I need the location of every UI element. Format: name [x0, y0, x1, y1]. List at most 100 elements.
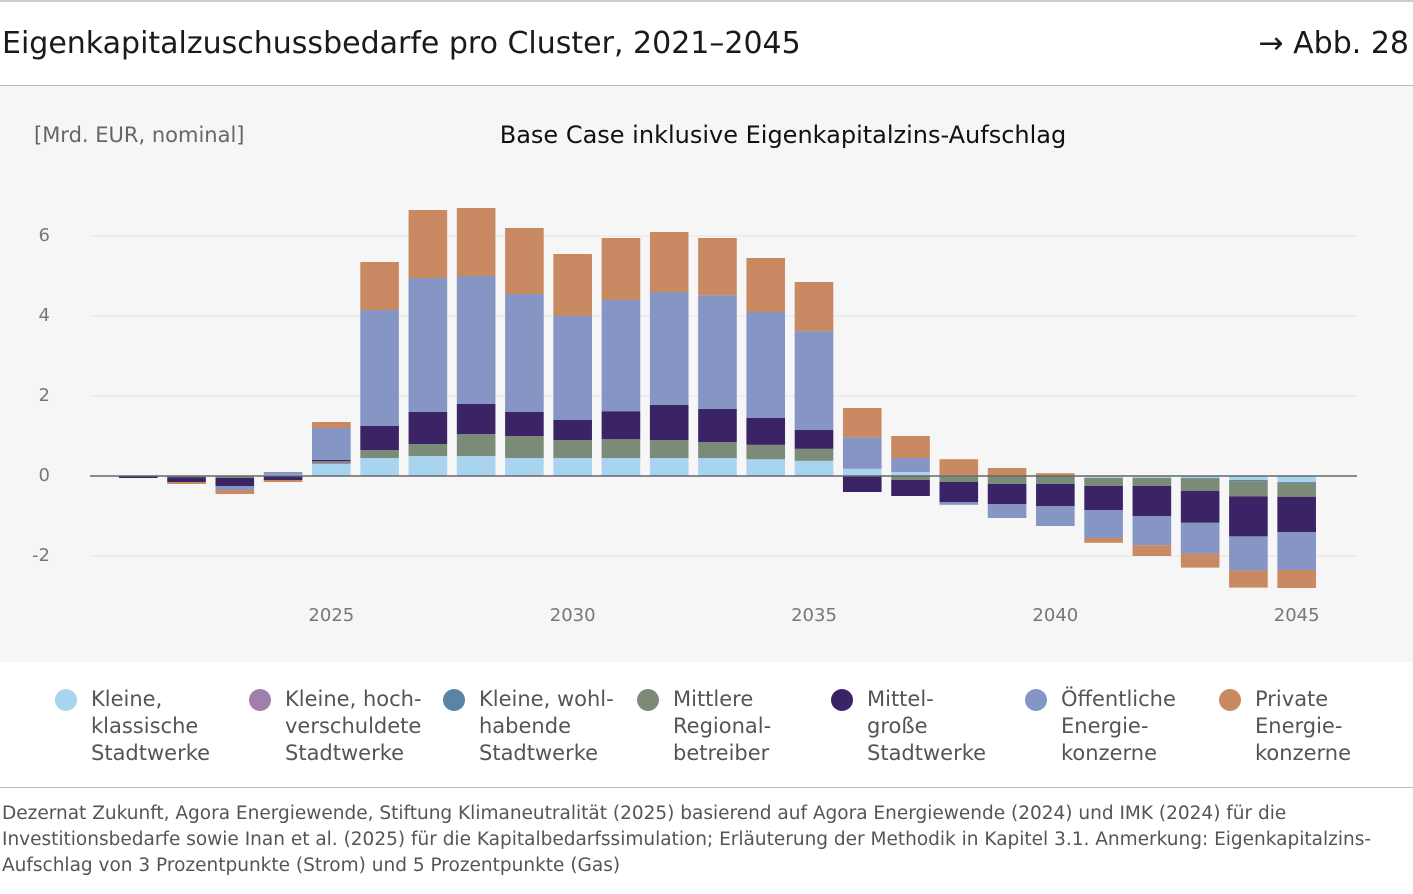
bar-segment [456, 404, 496, 434]
bar-segment [939, 482, 979, 502]
bar-segment [408, 278, 448, 412]
legend-item: Kleine, klassische Stadtwerke [55, 686, 210, 767]
legend-label: Mittlere Regional- betreiber [673, 687, 772, 765]
x-tick-label: 2040 [1032, 605, 1078, 626]
x-tick-label: 2035 [791, 605, 837, 626]
bar-segment [456, 276, 496, 404]
legend-marker [831, 689, 853, 711]
bar-segment [215, 476, 255, 478]
bar-segment [794, 282, 834, 332]
bar-segment [1229, 481, 1268, 497]
bar-segment [1277, 496, 1316, 532]
legend: Kleine, klassische Stadtwerke Kleine, hoc… [0, 662, 1413, 788]
bar-segment [312, 460, 351, 462]
bar-segment [263, 476, 303, 480]
bar-segment [263, 480, 303, 482]
bar-segment [505, 436, 544, 458]
bar-segment [360, 458, 399, 476]
bar-segment [456, 208, 496, 276]
bar-segment [891, 476, 930, 480]
y-tick-label: 0 [39, 465, 50, 486]
bar-segment [1084, 478, 1123, 486]
legend-label: Mittel- große Stadtwerke [867, 687, 987, 765]
bar-segment [360, 426, 399, 450]
bar-segment [1229, 496, 1268, 537]
bar-segment [553, 254, 592, 316]
bar-segment [1229, 480, 1268, 482]
bar-segment [1132, 545, 1172, 556]
bar-segment [601, 458, 641, 476]
bar-segment [649, 458, 689, 476]
bar-segment [842, 468, 882, 476]
bar-segment [1084, 510, 1123, 538]
bar-segment [408, 412, 448, 444]
bar-segment [1277, 476, 1316, 482]
bar-segment [167, 477, 206, 482]
bar-segment [698, 442, 737, 458]
y-tick-label: 4 [39, 305, 50, 326]
bar-segment [1132, 476, 1172, 478]
bar-segment [408, 456, 448, 476]
bar-segment [698, 238, 737, 296]
bar-segment [360, 262, 399, 310]
bar-segment [746, 444, 786, 460]
bar-segment [987, 476, 1027, 484]
bar-segment [1180, 478, 1220, 479]
bar-segment [456, 456, 496, 476]
bar-segment [794, 331, 834, 430]
bar-segment [553, 420, 592, 440]
bar-segment [167, 482, 206, 484]
bar-segment [263, 472, 303, 475]
y-tick-label: -2 [32, 545, 50, 566]
axes: -2 0 2 4 6 2025 2030 2035 2040 2045 [32, 225, 1357, 626]
legend-label: Kleine, hoch- verschuldete Stadtwerke [285, 687, 422, 765]
legend-marker [249, 689, 271, 711]
bar-segment [746, 312, 786, 418]
bar-segment [1132, 486, 1172, 516]
legend-label: Kleine, klassische Stadtwerke [91, 687, 211, 765]
legend-marker [443, 689, 465, 711]
legend-label: Private Energie- konzerne [1255, 687, 1352, 765]
bar-segment [312, 422, 351, 428]
bar-segment [1084, 538, 1123, 543]
bar-segment [698, 295, 737, 409]
y-tick-label: 2 [39, 385, 50, 406]
bar-segment [939, 459, 979, 476]
bar-segment [891, 472, 930, 476]
x-tick-label: 2025 [308, 605, 354, 626]
bar-segment [1229, 536, 1268, 571]
bars [118, 208, 1316, 588]
legend-marker [1025, 689, 1047, 711]
bar-segment [553, 458, 592, 476]
bar-segment [842, 437, 882, 469]
bar-segment [118, 476, 158, 478]
bar-segment [1277, 532, 1316, 570]
chart-title: Eigenkapitalzuschussbedarfe pro Cluster,… [2, 26, 801, 61]
bar-segment [649, 292, 689, 405]
bar-segment [1277, 482, 1316, 497]
bar-segment [312, 428, 351, 460]
bar-segment [1180, 490, 1220, 523]
x-tick-label: 2030 [550, 605, 596, 626]
bar-segment [794, 460, 834, 476]
legend-item: Kleine, hoch- verschuldete Stadtwerke [249, 686, 422, 767]
bar-segment [215, 478, 255, 486]
figure-ref: → Abb. 28 [1258, 26, 1409, 61]
bar-segment [891, 458, 930, 472]
bar-segment [1036, 476, 1075, 484]
bar-segment [505, 412, 544, 436]
header: Eigenkapitalzuschussbedarfe pro Cluster,… [0, 0, 1413, 86]
legend-marker [637, 689, 659, 711]
bar-segment [312, 464, 351, 476]
bar-segment [1036, 506, 1075, 526]
bar-segment [505, 228, 544, 294]
bar-segment [698, 458, 737, 476]
bar-segment [649, 232, 689, 292]
bar-segment [408, 444, 448, 456]
source-note: Dezernat Zukunft, Agora Energiewende, St… [2, 803, 1372, 876]
chart: [Mrd. EUR, nominal] Base Case inklusive … [0, 86, 1413, 662]
bar-segment [1229, 570, 1268, 588]
bar-segment [456, 434, 496, 456]
bar-segment [312, 461, 351, 464]
bar-segment [601, 439, 641, 458]
